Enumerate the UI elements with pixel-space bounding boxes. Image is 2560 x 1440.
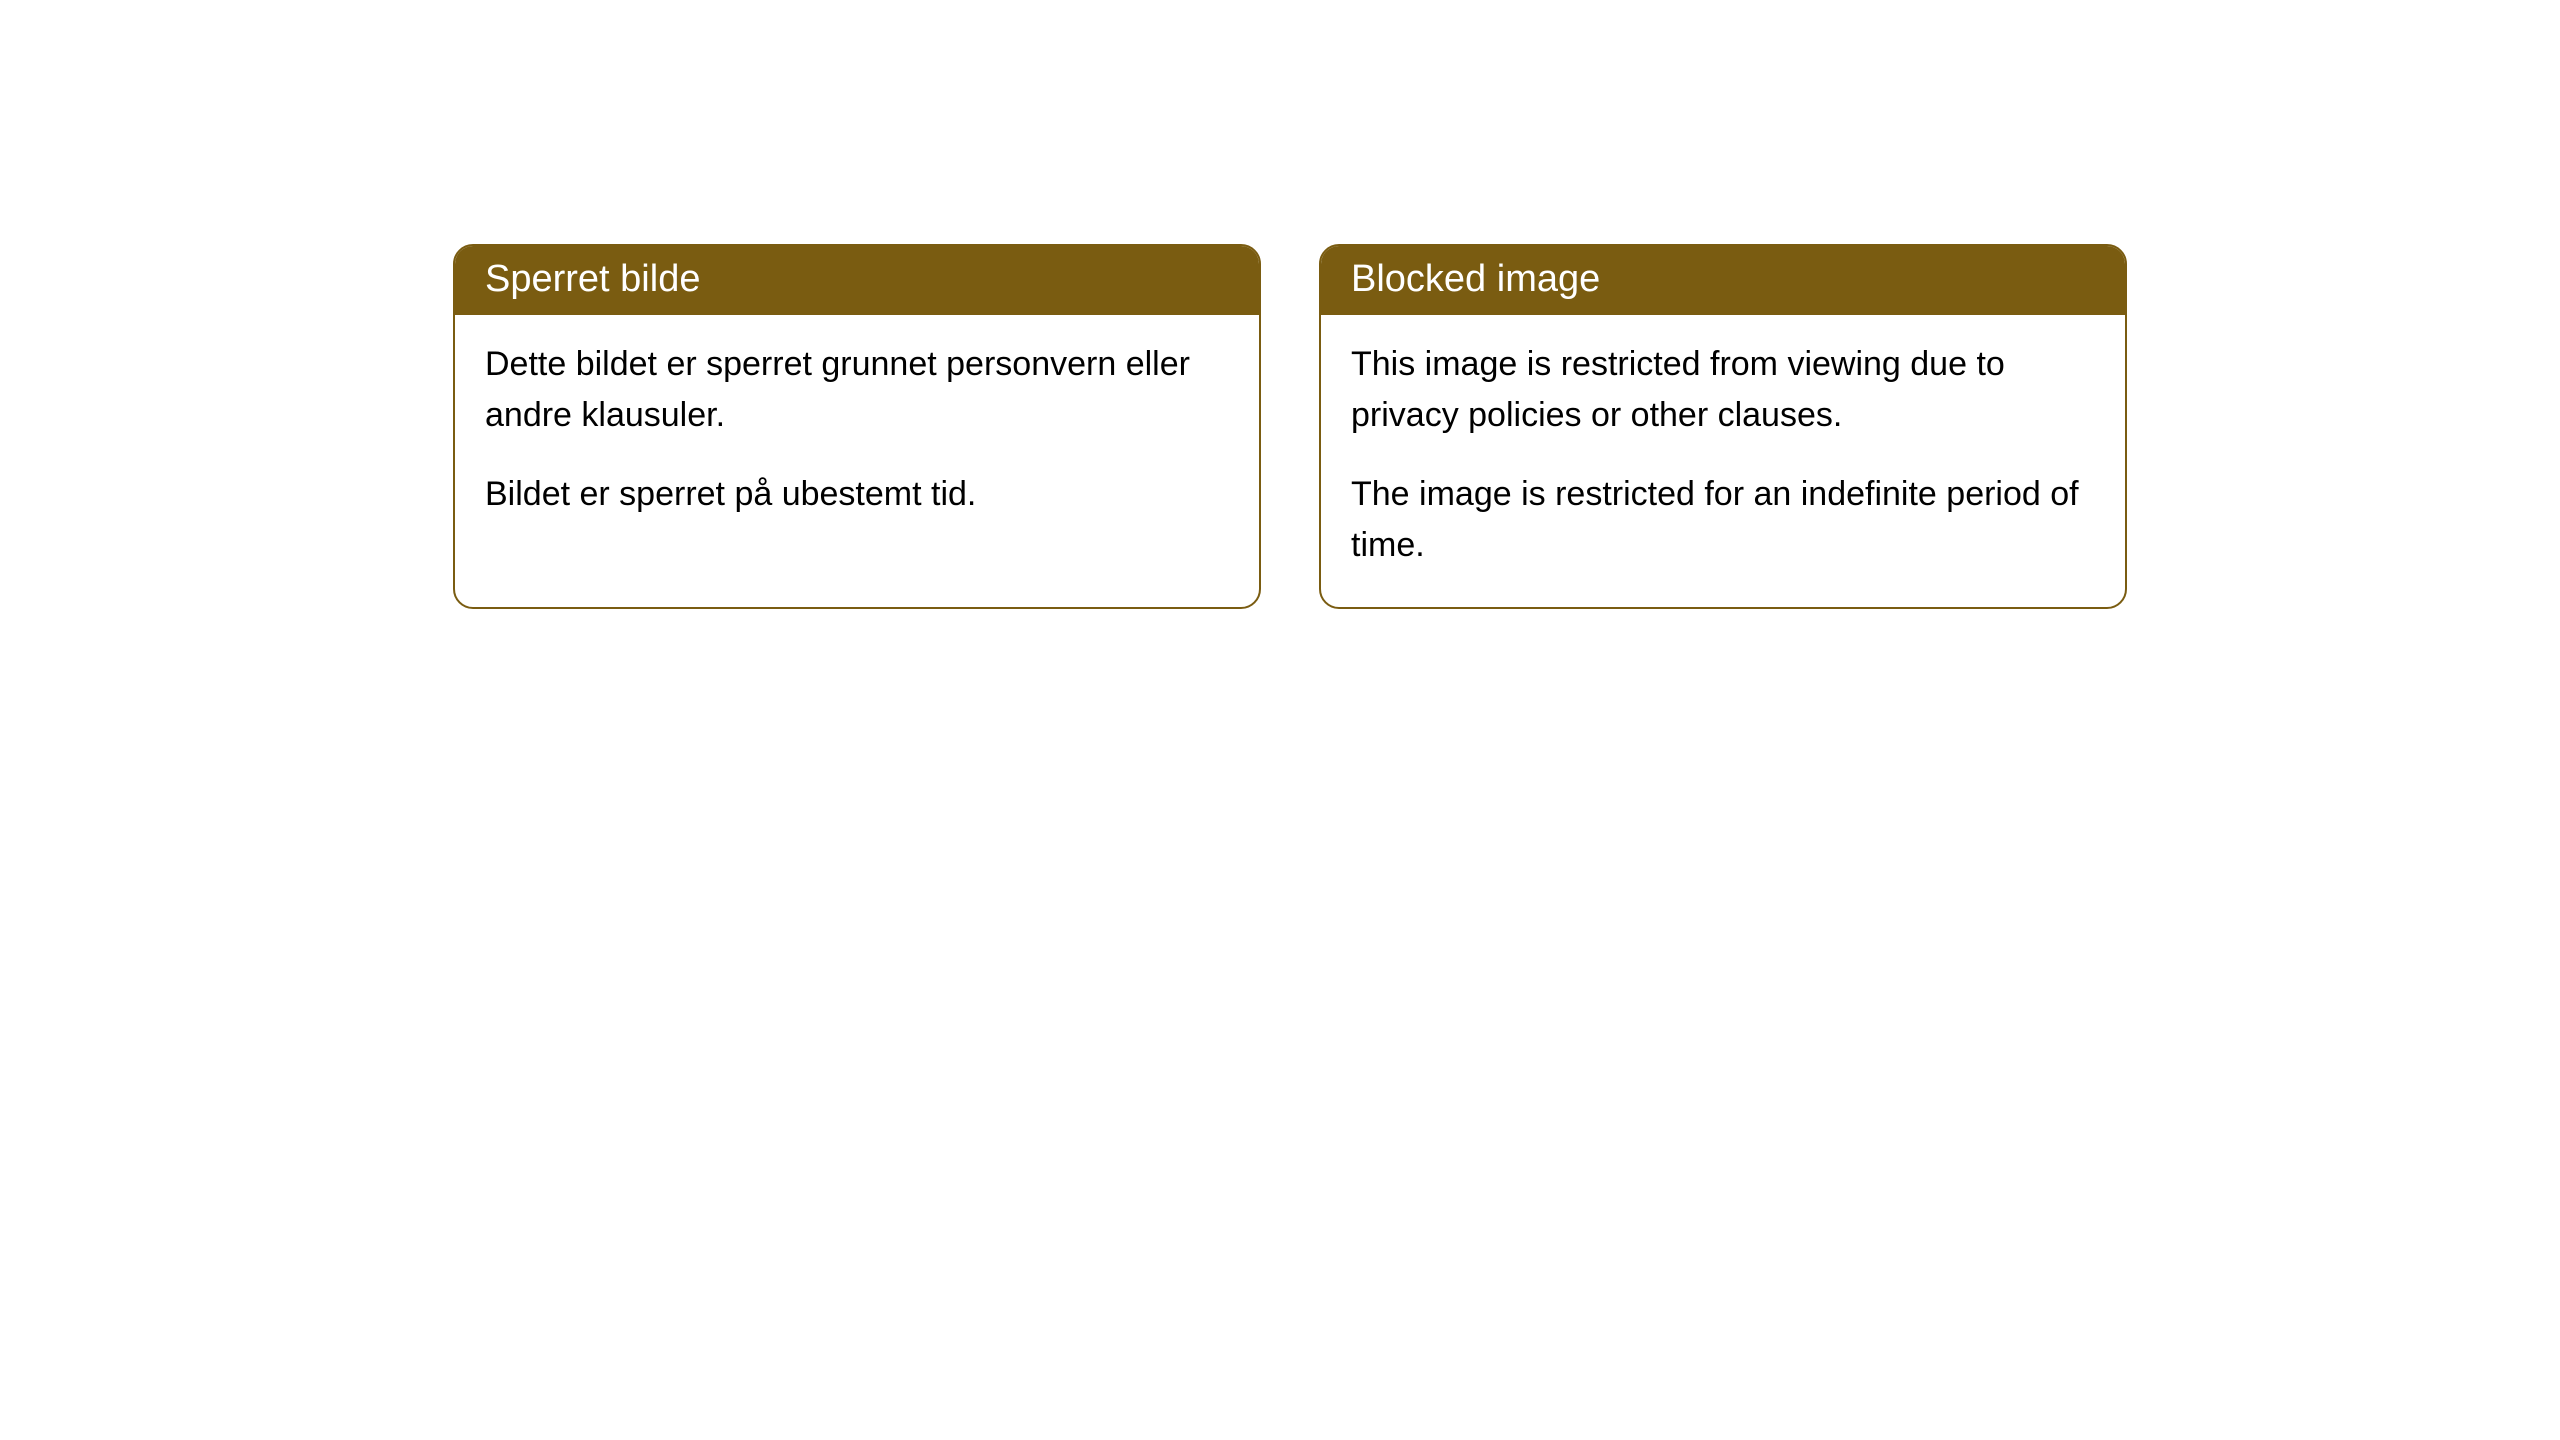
panel-body-norwegian: Dette bildet er sperret grunnet personve… xyxy=(455,315,1259,556)
panel-english: Blocked image This image is restricted f… xyxy=(1319,244,2127,609)
panel-header-norwegian: Sperret bilde xyxy=(455,246,1259,315)
panel-norwegian: Sperret bilde Dette bildet er sperret gr… xyxy=(453,244,1261,609)
panel-body-text-english-2: The image is restricted for an indefinit… xyxy=(1351,469,2095,571)
panels-container: Sperret bilde Dette bildet er sperret gr… xyxy=(453,244,2127,609)
panel-body-text-english-1: This image is restricted from viewing du… xyxy=(1351,339,2095,441)
panel-body-english: This image is restricted from viewing du… xyxy=(1321,315,2125,607)
panel-body-text-norwegian-2: Bildet er sperret på ubestemt tid. xyxy=(485,469,1229,520)
panel-body-text-norwegian-1: Dette bildet er sperret grunnet personve… xyxy=(485,339,1229,441)
panel-header-english: Blocked image xyxy=(1321,246,2125,315)
